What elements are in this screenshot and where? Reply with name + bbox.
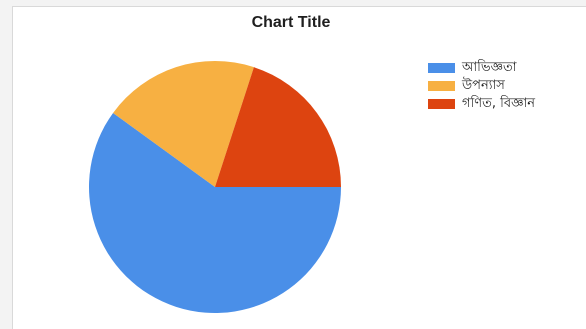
chart-title: Chart Title — [251, 14, 331, 31]
pie-slice-2 — [215, 67, 341, 187]
legend-label: আভিজ্ঞতা — [462, 60, 517, 75]
legend-swatch — [428, 63, 455, 73]
legend-label: উপন্যাস — [462, 78, 505, 93]
legend-swatch — [428, 99, 455, 109]
legend-swatch — [428, 81, 455, 91]
pie-slice-0 — [89, 112, 341, 313]
legend-label: গণিত, বিজ্ঞান — [462, 96, 536, 111]
pie-slice-1 — [113, 60, 254, 187]
